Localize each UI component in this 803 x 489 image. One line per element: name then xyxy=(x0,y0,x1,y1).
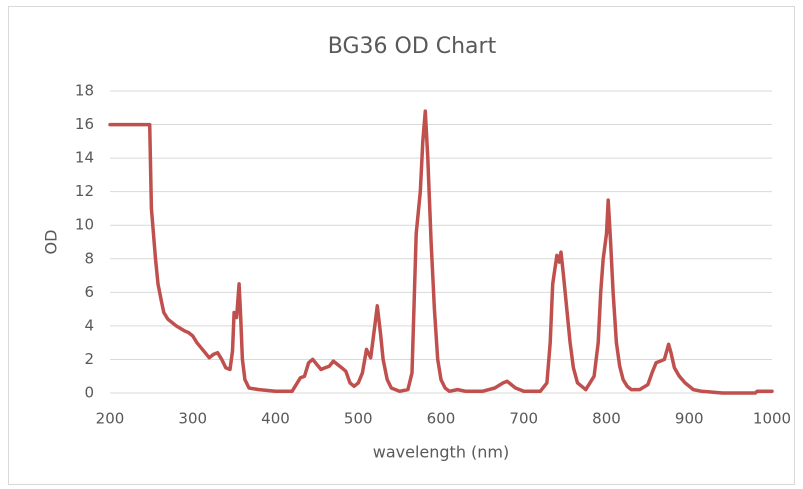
y-tick-label: 6 xyxy=(84,283,94,301)
x-tick-label: 900 xyxy=(675,410,704,428)
chart-title: BG36 OD Chart xyxy=(328,34,497,59)
y-tick-label: 18 xyxy=(75,82,94,100)
chart-border xyxy=(8,6,795,485)
x-tick-label: 200 xyxy=(96,410,125,428)
line-series xyxy=(108,109,774,395)
x-tick-label: 600 xyxy=(427,410,456,428)
y-axis-label: OD xyxy=(42,230,61,255)
x-tick-label: 800 xyxy=(592,410,621,428)
x-axis-label: wavelength (nm) xyxy=(373,443,510,462)
y-tick-label: 12 xyxy=(75,182,94,200)
y-tick-label: 0 xyxy=(84,384,94,402)
x-tick-label: 400 xyxy=(261,410,290,428)
x-tick-label: 500 xyxy=(344,410,373,428)
y-tick-label: 14 xyxy=(75,149,94,167)
x-tick-label: 1000 xyxy=(753,410,791,428)
x-tick-label: 700 xyxy=(509,410,538,428)
x-tick-label: 300 xyxy=(178,410,207,428)
y-tick-label: 16 xyxy=(75,115,94,133)
y-tick-label: 4 xyxy=(84,316,94,334)
y-tick-label: 2 xyxy=(84,350,94,368)
y-tick-label: 8 xyxy=(84,249,94,267)
y-tick-label: 10 xyxy=(75,216,94,234)
